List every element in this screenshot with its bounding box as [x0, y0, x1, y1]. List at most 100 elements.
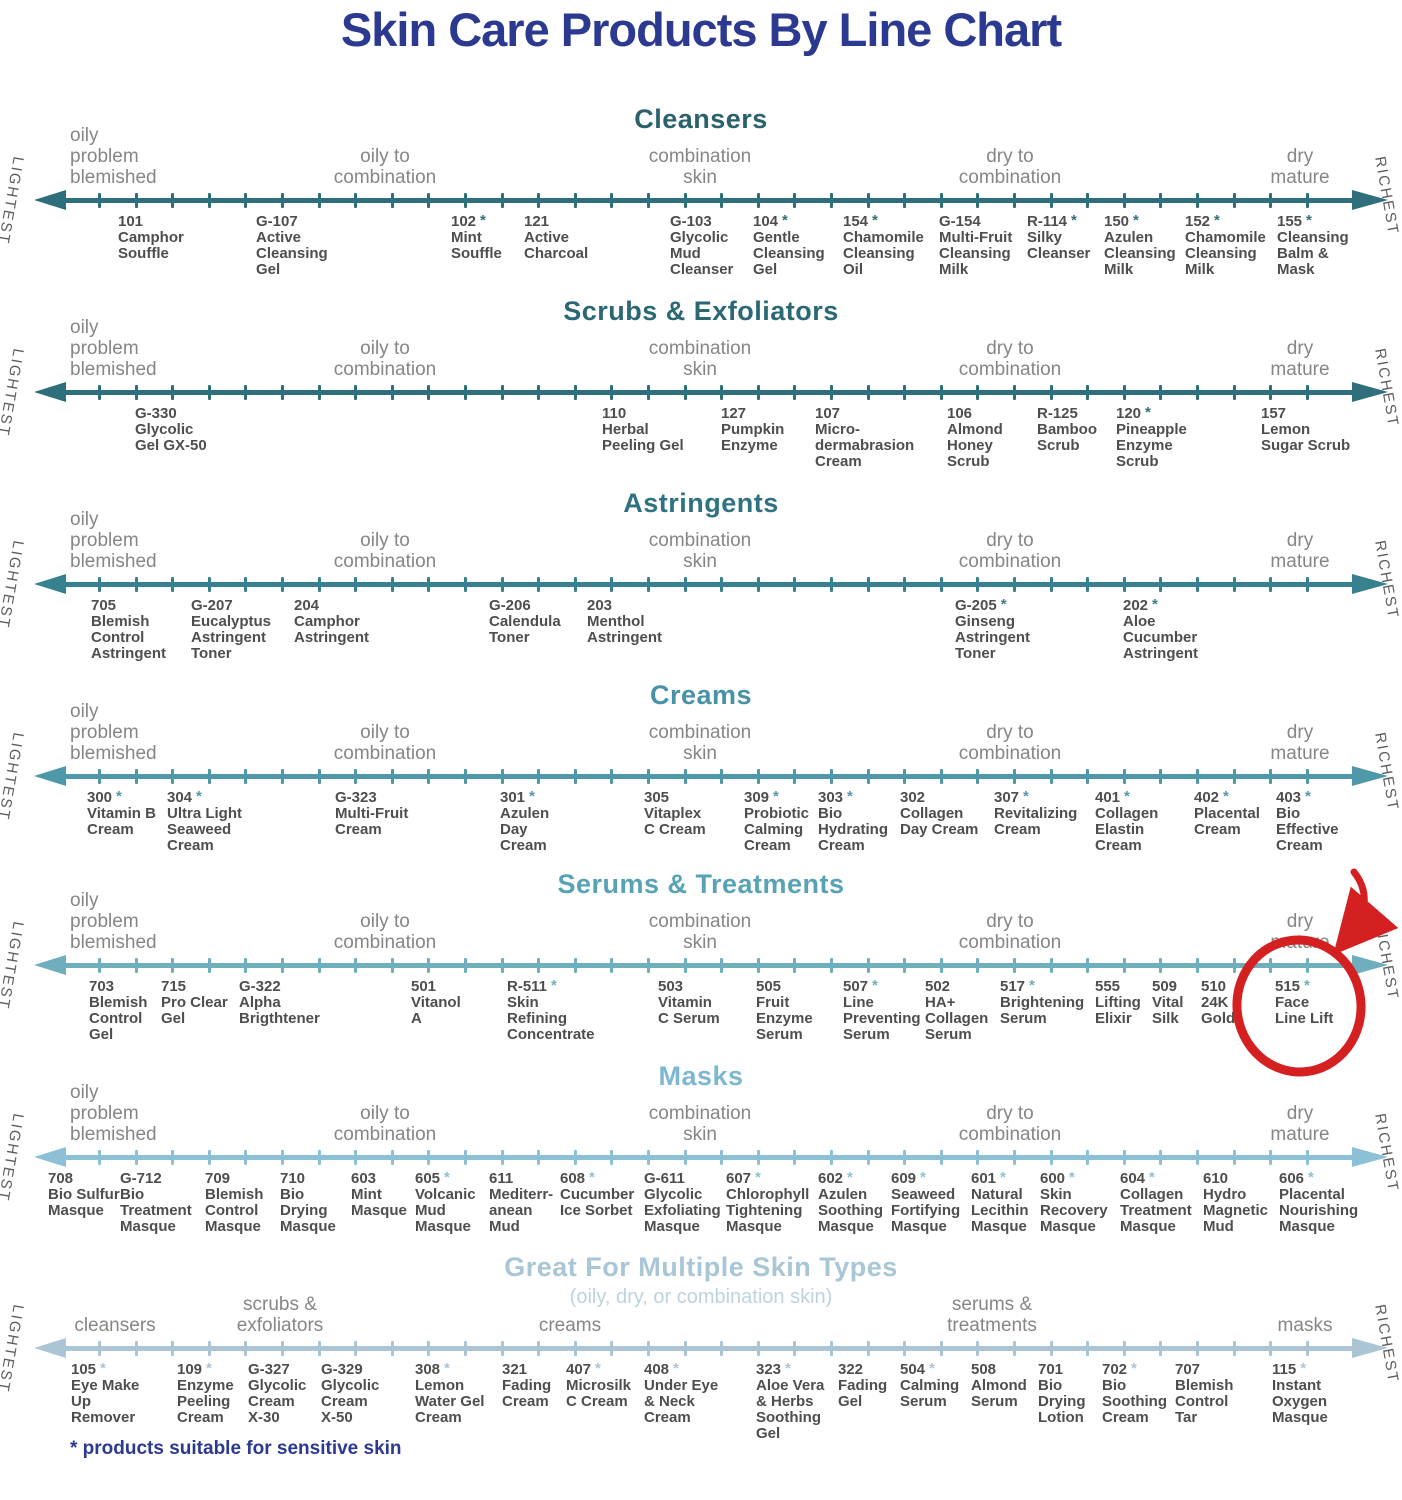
product-code-line: G-207 — [191, 598, 271, 614]
axis-tick — [1123, 958, 1126, 973]
product-name: Alpha Brigthtener — [239, 994, 320, 1027]
product-code: 602 — [818, 1170, 844, 1187]
product-code: 701 — [1038, 1361, 1064, 1378]
product-label: 504 * Calming Serum — [900, 1361, 960, 1410]
skin-zone-label: combination skin — [648, 911, 752, 953]
axis-tick — [1159, 193, 1162, 208]
axis-tick — [830, 1150, 833, 1165]
product-code: 106 — [947, 405, 973, 422]
product-code: 603 — [351, 1170, 377, 1187]
product-sensitive-star: * — [785, 1360, 791, 1377]
product-label: 609 * Seaweed Fortifying Masque — [891, 1170, 960, 1235]
axis-line — [60, 198, 1358, 203]
product-name: Azulen Day Cream — [500, 805, 550, 854]
skin-zone-label: oily problem blemished — [70, 509, 157, 572]
product-name: Menthol Astringent — [587, 613, 662, 646]
axis-tick — [867, 1341, 870, 1356]
product-label: 708 Bio Sulfur Masque — [48, 1171, 120, 1219]
product-label: 501 Vitanol A — [411, 979, 461, 1027]
axis-tick — [1013, 577, 1016, 592]
product-code: 508 — [971, 1361, 997, 1378]
axis-tick — [98, 193, 101, 208]
axis-tick — [244, 577, 247, 592]
axis-tick — [427, 958, 430, 973]
product-name: Blemish Control Gel — [89, 994, 148, 1043]
product-code-line: 555 — [1095, 979, 1141, 995]
axis-tick — [647, 958, 650, 973]
product-code-line: 517 * — [1000, 977, 1084, 995]
product-name: Calming Serum — [900, 1377, 960, 1410]
product-code-line: 501 — [411, 979, 461, 995]
axis-tick — [793, 1150, 796, 1165]
axis-tick — [171, 769, 174, 784]
product-label: 402 * Placental Cream — [1194, 789, 1260, 838]
axis-tick — [976, 1150, 979, 1165]
product-name: Almond Honey Scrub — [947, 421, 1003, 470]
axis-tick — [684, 1150, 687, 1165]
product-name: Pumpkin Enzyme — [721, 421, 785, 454]
axis-arrow-right-icon — [1352, 1338, 1388, 1358]
axis-tick — [537, 769, 540, 784]
axis-tick — [1306, 385, 1309, 400]
product-code-line: G-327 — [248, 1362, 306, 1378]
axis-tick — [610, 193, 613, 208]
section-cleansers: Cleansers oily problem blemished oily to c… — [0, 104, 1402, 296]
product-code-line: 202 * — [1123, 597, 1198, 614]
skin-zone-label: oily to combination — [333, 1103, 437, 1145]
category-label: serums & treatments — [947, 1294, 1037, 1336]
axis-tick — [574, 385, 577, 400]
product-code: 105 — [71, 1361, 97, 1378]
product-code: 115 — [1272, 1361, 1297, 1378]
skin-zone-label: oily to combination — [333, 146, 437, 188]
axis-tick — [1159, 958, 1162, 973]
product-sensitive-star: * — [444, 1169, 450, 1186]
product-code: 322 — [838, 1361, 864, 1378]
product-label: G-206 Calendula Toner — [489, 598, 561, 646]
product-code-line: 150 * — [1104, 213, 1176, 230]
axis-tick — [208, 385, 211, 400]
product-label: 157 Lemon Sugar Scrub — [1261, 406, 1350, 454]
axis-tick — [684, 769, 687, 784]
product-label: 503 Vitamin C Serum — [658, 979, 720, 1027]
product-label: G-323 Multi-Fruit Cream — [335, 790, 408, 838]
product-label: G-107 Active Cleansing Gel — [256, 214, 328, 278]
product-label: 701 Bio Drying Lotion — [1038, 1362, 1086, 1426]
skin-zone-label: combination skin — [648, 530, 752, 572]
axis-tick — [1196, 769, 1199, 784]
axis-tick — [501, 1341, 504, 1356]
product-code-line: 602 * — [818, 1170, 883, 1187]
axis-tick — [464, 1150, 467, 1165]
product-name: Glycolic Mud Cleanser — [670, 229, 734, 278]
skin-zone-label: combination skin — [648, 146, 752, 188]
axis-tick — [940, 193, 943, 208]
product-code: 509 — [1152, 978, 1178, 995]
product-code: G-107 — [256, 213, 298, 230]
product-sensitive-star: * — [1306, 212, 1312, 229]
product-label: 321 Fading Cream — [502, 1362, 551, 1410]
axis-tick — [1269, 1341, 1272, 1356]
axis-line — [60, 582, 1358, 587]
product-code: 703 — [89, 978, 115, 995]
product-code-line: 600 * — [1040, 1170, 1108, 1187]
product-sensitive-star: * — [1023, 788, 1029, 805]
axis-tick — [354, 769, 357, 784]
product-sensitive-star: * — [673, 1360, 679, 1377]
axis-tick — [281, 958, 284, 973]
product-name: Fruit Enzyme Serum — [756, 994, 813, 1043]
product-label: 322 Fading Gel — [838, 1362, 887, 1410]
product-code: 705 — [91, 597, 117, 614]
section-serums-treatments: Serums & Treatments oily problem blemishe… — [0, 869, 1402, 1061]
product-label: 303 * Bio Hydrating Cream — [818, 789, 888, 854]
category-label: cleansers — [74, 1315, 156, 1336]
product-code-line: 120 * — [1116, 405, 1187, 422]
product-code: 403 — [1276, 789, 1302, 806]
axis-tick — [793, 577, 796, 592]
product-code: G-611 — [644, 1170, 685, 1187]
product-label: 308 * Lemon Water Gel Cream — [415, 1361, 484, 1426]
skin-zone-label: dry to combination — [958, 338, 1062, 380]
product-sensitive-star: * — [1029, 977, 1035, 994]
axis-tick — [281, 577, 284, 592]
product-label: 120 * Pineapple Enzyme Scrub — [1116, 405, 1187, 470]
axis-tick — [537, 193, 540, 208]
product-name: Glycolic Cream X-30 — [248, 1377, 307, 1426]
